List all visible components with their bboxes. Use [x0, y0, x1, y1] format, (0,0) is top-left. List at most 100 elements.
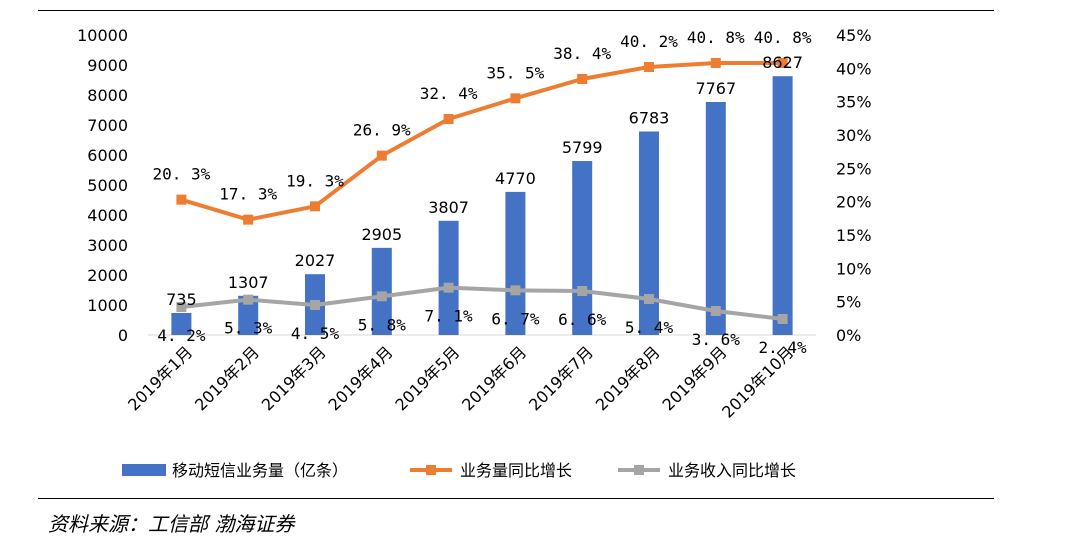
business-growth-marker	[376, 150, 387, 161]
y-left-tick-label: 1000	[87, 296, 128, 315]
business-growth-marker	[777, 58, 788, 68]
y-left-tick-label: 6000	[87, 146, 128, 165]
x-tick-label: 2019年7月	[525, 342, 597, 414]
bar	[572, 161, 593, 335]
bar-data-label: 6783	[629, 109, 670, 128]
bar-data-label: 4770	[495, 169, 536, 188]
y-right-tick-label: 45%	[836, 26, 872, 45]
y-left-tick-label: 8000	[87, 86, 128, 105]
legend-revenue-growth-marker	[634, 465, 644, 475]
revenue-growth-data-label: 2. 4%	[759, 338, 808, 357]
business-growth-data-label: 35. 5%	[487, 63, 545, 82]
y-left-tick-label: 10000	[77, 26, 128, 45]
bar-data-label: 7767	[695, 79, 736, 98]
x-tick-label: 2019年2月	[191, 342, 263, 414]
bar-data-label: 3807	[428, 198, 469, 217]
bar	[438, 220, 459, 335]
bar	[705, 101, 726, 336]
revenue-growth-marker	[510, 285, 521, 296]
business-growth-data-label: 40. 8%	[687, 28, 745, 47]
top-rule	[38, 10, 994, 11]
business-growth-data-label: 19. 3%	[286, 171, 344, 190]
business-growth-line	[180, 61, 783, 222]
bar	[505, 191, 526, 335]
business-growth-marker	[710, 58, 721, 68]
revenue-growth-data-label: 3. 6%	[692, 330, 741, 349]
y-right-tick-label: 20%	[836, 193, 872, 212]
business-growth-marker	[577, 74, 588, 84]
revenue-growth-marker	[376, 291, 387, 302]
business-growth-marker	[243, 214, 254, 225]
y-right-tick-label: 25%	[836, 159, 872, 178]
business-growth-data-label: 40. 8%	[754, 28, 812, 47]
legend-bar-swatch	[122, 464, 166, 476]
revenue-growth-data-label: 5. 4%	[625, 318, 674, 337]
business-growth-marker	[310, 201, 320, 212]
business-growth-data-label: 40. 2%	[620, 32, 678, 51]
bar-data-label: 2027	[295, 251, 336, 270]
revenue-growth-data-label: 5. 3%	[224, 319, 273, 338]
x-tick-label: 2019年5月	[391, 342, 463, 414]
x-tick-label: 2019年9月	[659, 342, 731, 414]
revenue-growth-marker	[777, 314, 788, 324]
y-right-tick-label: 40%	[836, 59, 872, 78]
revenue-growth-data-label: 4. 5%	[291, 324, 340, 343]
revenue-growth-marker	[710, 306, 721, 316]
bar	[171, 312, 192, 335]
revenue-growth-marker	[443, 282, 454, 293]
bar-data-label: 5799	[562, 138, 603, 157]
revenue-growth-data-label: 6. 6%	[558, 310, 607, 329]
y-right-tick-label: 10%	[836, 259, 872, 278]
legend-business-growth-label: 业务量同比增长	[460, 461, 572, 480]
y-left-tick-label: 9000	[87, 56, 128, 75]
revenue-growth-marker	[577, 286, 588, 296]
revenue-growth-marker	[176, 302, 187, 312]
revenue-growth-line	[181, 285, 783, 321]
x-tick-label: 2019年3月	[258, 342, 330, 414]
revenue-growth-marker	[644, 294, 654, 304]
chart-canvas: 0 1000 2000 3000 4000 5000 6000 7000 8000 9000 100…	[77, 26, 872, 480]
y-left-tick-label: 5000	[87, 176, 128, 195]
bar-data-label: 1307	[228, 273, 269, 292]
legend-revenue-growth-label: 业务收入同比增长	[668, 461, 796, 480]
source-note: 资料来源：工信部 渤海证券	[48, 512, 295, 536]
business-growth-data-label: 32. 4%	[420, 84, 478, 103]
y-left-tick-label: 3000	[87, 236, 128, 255]
legend-bar-label: 移动短信业务量（亿条）	[172, 461, 348, 480]
legend-business-growth-marker	[426, 465, 436, 475]
business-growth-data-label: 20. 3%	[153, 165, 211, 184]
y-left-tick-label: 7000	[87, 116, 128, 135]
y-left-tick-label: 0	[118, 326, 128, 345]
revenue-growth-marker	[310, 300, 320, 310]
revenue-growth-data-label: 7. 1%	[425, 307, 474, 326]
y-right-tick-label: 0%	[836, 326, 861, 345]
y-left-tick-label: 2000	[87, 266, 128, 285]
bar-data-label: 735	[166, 290, 197, 309]
bar	[238, 295, 259, 335]
x-tick-label: 2019年4月	[325, 342, 397, 414]
bar	[639, 131, 659, 335]
business-growth-data-label: 17. 3%	[219, 185, 277, 204]
bottom-rule	[38, 498, 994, 499]
business-growth-data-label: 38. 4%	[553, 44, 611, 63]
revenue-growth-data-label: 5. 8%	[358, 315, 407, 334]
x-tick-label: 2019年6月	[458, 342, 530, 414]
revenue-growth-marker	[243, 294, 254, 305]
business-growth-data-label: 26. 9%	[353, 121, 411, 140]
business-growth-marker	[644, 62, 654, 72]
x-tick-label: 2019年1月	[124, 342, 196, 414]
y-right-tick-label: 30%	[836, 126, 872, 145]
x-tick-label: 2019年8月	[592, 342, 664, 414]
revenue-growth-data-label: 4. 2%	[157, 326, 206, 345]
revenue-growth-data-label: 6. 7%	[491, 309, 540, 328]
business-growth-marker	[176, 194, 187, 205]
y-right-tick-label: 5%	[836, 293, 861, 312]
y-left-tick-label: 4000	[87, 206, 128, 225]
business-growth-marker	[443, 114, 454, 124]
bar-data-label: 8627	[762, 53, 803, 72]
y-right-tick-label: 35%	[836, 93, 872, 112]
bar	[772, 76, 793, 335]
y-right-tick-label: 15%	[836, 226, 872, 245]
bar-data-label: 2905	[361, 225, 402, 244]
business-growth-marker	[510, 93, 521, 104]
